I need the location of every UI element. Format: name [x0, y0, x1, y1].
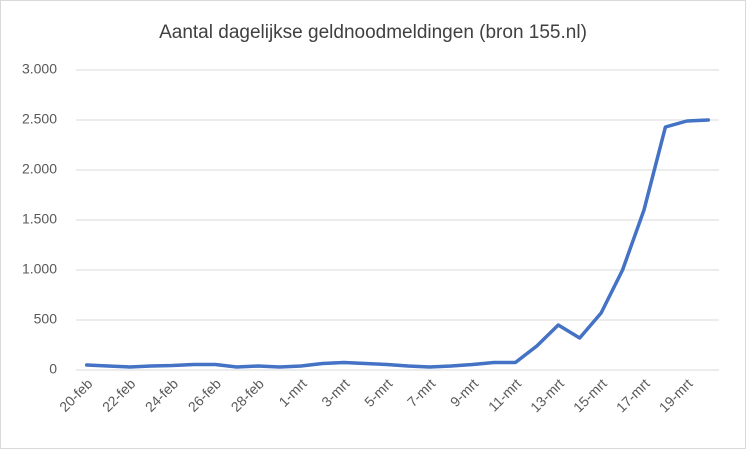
line [84, 118, 711, 369]
chart-title: Aantal dagelijkse geldnoodmeldingen (bro… [159, 22, 587, 43]
y-tick-label: 500 [34, 311, 58, 327]
y-tick-label: 1.000 [22, 261, 57, 277]
y-tick-label: 0 [49, 361, 57, 377]
y-tick-label: 2.500 [22, 111, 57, 127]
y-tick-label: 3.000 [22, 61, 57, 77]
y-tick-label: 2.000 [22, 161, 57, 177]
y-tick-label: 1.500 [22, 211, 57, 227]
